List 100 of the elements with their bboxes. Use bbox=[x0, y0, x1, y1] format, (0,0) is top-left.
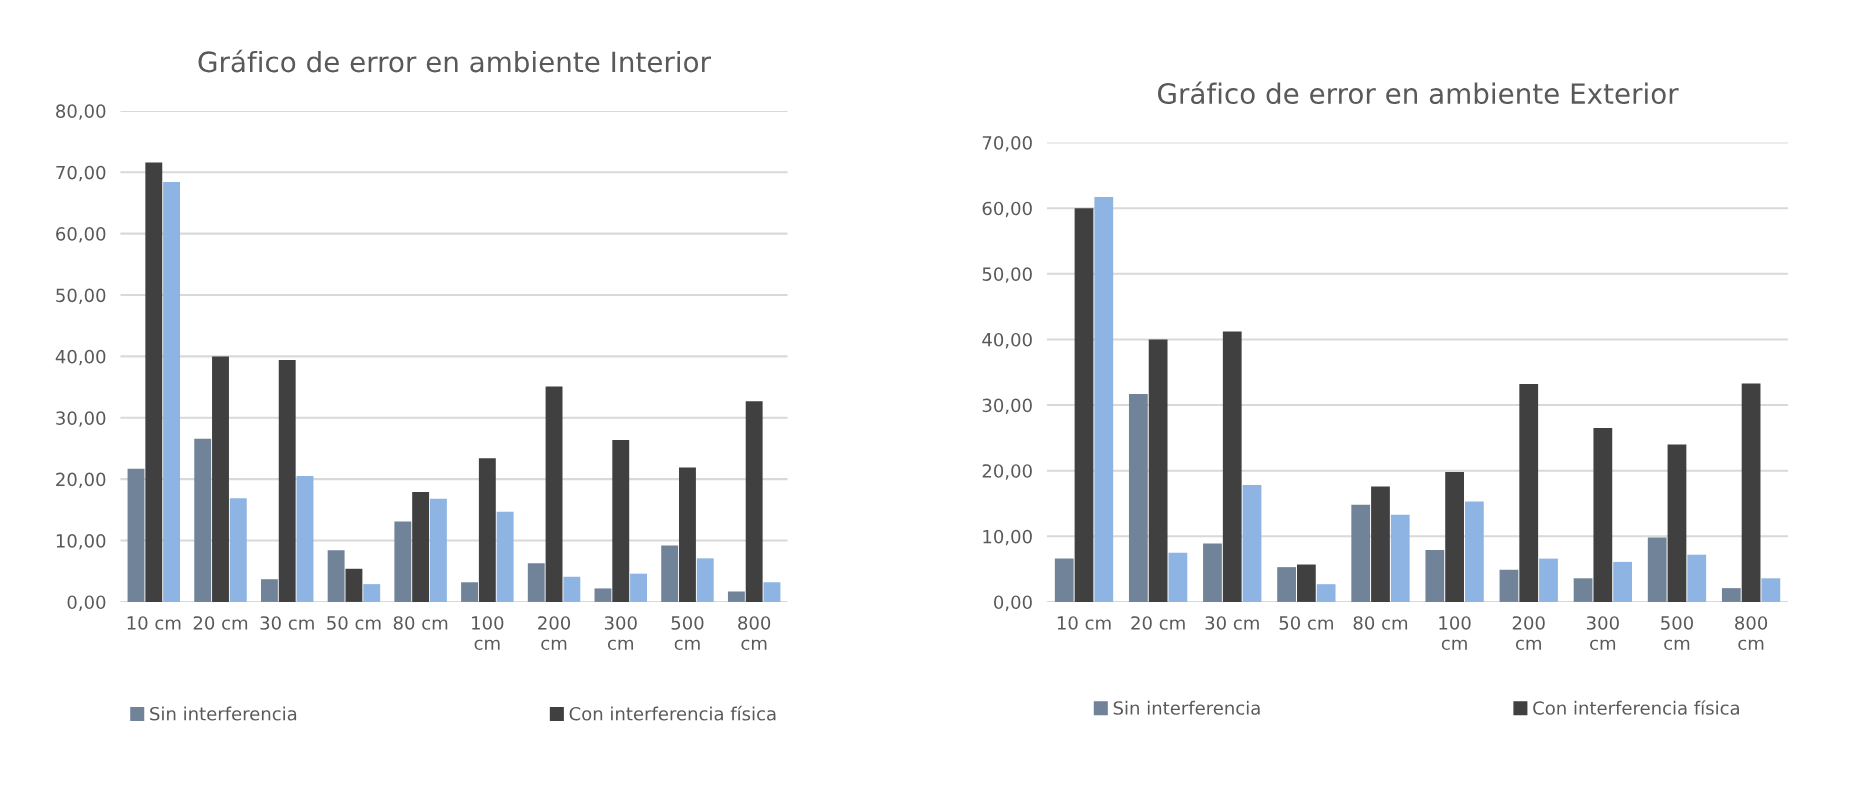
bar bbox=[496, 511, 514, 602]
y-tick-label: 50,00 bbox=[56, 288, 106, 304]
bar bbox=[1721, 588, 1741, 602]
x-tick-label: 50 cm bbox=[1279, 616, 1333, 630]
bar bbox=[163, 182, 181, 602]
bar bbox=[1168, 552, 1188, 602]
bar bbox=[1148, 339, 1168, 602]
x-tick-label: 300 cm bbox=[1586, 616, 1619, 650]
bar bbox=[296, 476, 314, 602]
bar bbox=[278, 360, 296, 602]
chart-title: Gráfico de error en ambiente Exterior bbox=[1158, 81, 1679, 105]
bar bbox=[1094, 197, 1114, 602]
bar bbox=[1074, 208, 1094, 602]
bar bbox=[563, 576, 581, 602]
x-tick-label: 200 cm bbox=[538, 616, 571, 650]
bar bbox=[194, 438, 212, 602]
bar bbox=[212, 356, 229, 602]
bar bbox=[1390, 514, 1410, 602]
bar bbox=[412, 492, 430, 602]
y-tick-label: 70,00 bbox=[982, 136, 1032, 152]
y-tick-label: 70,00 bbox=[56, 165, 106, 182]
bar bbox=[1425, 550, 1445, 602]
bar bbox=[327, 550, 345, 602]
y-tick-label: 30,00 bbox=[982, 398, 1032, 415]
y-tick-label: 40,00 bbox=[982, 332, 1032, 349]
y-tick-label: 80,00 bbox=[56, 104, 106, 120]
bar bbox=[1128, 393, 1148, 602]
bar bbox=[679, 467, 696, 602]
bar bbox=[1054, 558, 1074, 602]
bar bbox=[260, 579, 278, 602]
bar bbox=[763, 582, 781, 602]
x-tick-label: 800 cm bbox=[738, 616, 771, 650]
x-tick-label: 20 cm bbox=[193, 616, 248, 630]
bar bbox=[1647, 537, 1667, 602]
y-tick-label: 0,00 bbox=[67, 595, 106, 611]
bar bbox=[661, 545, 679, 602]
bar bbox=[1687, 554, 1707, 602]
bar bbox=[1445, 471, 1464, 602]
bar bbox=[1242, 485, 1262, 602]
y-tick-label: 60,00 bbox=[982, 201, 1032, 218]
chart-title: Gráfico de error en ambiente Interior bbox=[198, 49, 711, 73]
x-tick-label: 50 cm bbox=[327, 616, 381, 630]
bar bbox=[1573, 578, 1593, 602]
bar bbox=[594, 588, 612, 602]
bar bbox=[1371, 486, 1390, 602]
x-tick-label: 80 cm bbox=[393, 616, 448, 630]
y-tick-label: 40,00 bbox=[55, 349, 106, 366]
bar bbox=[1222, 331, 1242, 602]
bar bbox=[229, 498, 247, 602]
bar bbox=[127, 468, 145, 602]
x-tick-label: 500 cm bbox=[1661, 616, 1693, 650]
x-tick-label: 10 cm bbox=[1057, 616, 1111, 630]
bar bbox=[612, 439, 630, 602]
x-tick-label: 300 cm bbox=[604, 616, 637, 650]
x-tick-label: 100 cm bbox=[1439, 616, 1471, 650]
bar bbox=[1464, 501, 1484, 602]
bar bbox=[1351, 504, 1371, 602]
legend-label: Sin interferencia bbox=[1113, 700, 1260, 715]
bar bbox=[1539, 558, 1558, 602]
x-tick-label: 30 cm bbox=[260, 616, 314, 630]
bar bbox=[1203, 543, 1222, 602]
bar bbox=[461, 582, 478, 602]
y-tick-label: 20,00 bbox=[56, 472, 106, 489]
bar bbox=[478, 458, 496, 602]
bar bbox=[1316, 584, 1336, 602]
bar bbox=[363, 584, 381, 602]
x-tick-label: 30 cm bbox=[1205, 616, 1259, 630]
y-tick-label: 20,00 bbox=[982, 464, 1032, 480]
y-tick-label: 0,00 bbox=[994, 595, 1032, 611]
y-tick-label: 10,00 bbox=[56, 534, 106, 550]
x-tick-label: 10 cm bbox=[127, 616, 181, 630]
x-tick-label: 800 cm bbox=[1735, 616, 1768, 650]
legend-label: Con interferencia física bbox=[569, 705, 776, 721]
bar bbox=[1277, 567, 1296, 602]
legend-label: Sin interferencia bbox=[150, 706, 297, 721]
y-tick-label: 30,00 bbox=[56, 411, 106, 427]
bar bbox=[345, 568, 363, 602]
bar bbox=[394, 521, 412, 602]
bar bbox=[1613, 561, 1632, 602]
bar bbox=[527, 563, 545, 602]
y-tick-label: 10,00 bbox=[983, 529, 1032, 546]
x-tick-label: 100 cm bbox=[472, 616, 504, 650]
x-tick-label: 80 cm bbox=[1353, 616, 1408, 630]
bar bbox=[727, 591, 745, 602]
bar bbox=[1499, 569, 1519, 602]
y-tick-label: 60,00 bbox=[56, 227, 106, 243]
bar bbox=[1761, 578, 1781, 602]
y-tick-label: 50,00 bbox=[982, 267, 1032, 283]
bar bbox=[429, 498, 447, 602]
x-tick-label: 20 cm bbox=[1131, 616, 1185, 630]
x-tick-label: 500 cm bbox=[671, 616, 704, 650]
bar bbox=[1741, 383, 1761, 602]
bar bbox=[1667, 444, 1687, 602]
bar bbox=[1593, 428, 1613, 602]
bar bbox=[545, 386, 563, 602]
bar bbox=[145, 162, 163, 602]
x-tick-label: 200 cm bbox=[1512, 616, 1545, 650]
bar bbox=[745, 401, 763, 602]
bar bbox=[696, 558, 714, 602]
bar bbox=[1519, 384, 1539, 602]
